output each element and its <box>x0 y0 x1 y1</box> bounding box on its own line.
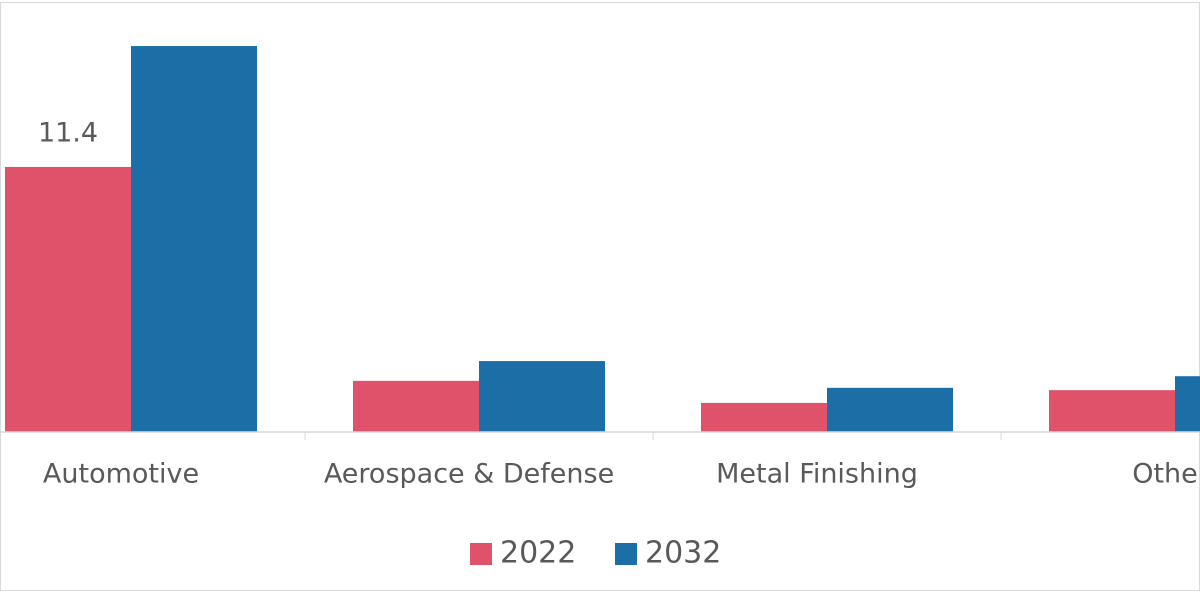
x-tick-label: Aerospace & Defense <box>324 459 614 490</box>
bar <box>353 380 479 432</box>
bar <box>5 166 131 432</box>
bar <box>701 402 827 432</box>
data-label: 11.4 <box>38 117 98 148</box>
bar <box>1175 376 1200 432</box>
x-tick-label: Automotive <box>43 459 199 490</box>
x-tick-label: Metal Finishing <box>716 459 918 490</box>
bar <box>1049 390 1175 432</box>
legend-label: 2022 <box>500 536 576 571</box>
bar <box>479 361 605 432</box>
bar <box>827 387 953 432</box>
legend-swatch <box>615 543 637 565</box>
legend-label: 2032 <box>645 536 721 571</box>
legend-swatch <box>470 543 492 565</box>
x-tick-label: Othe <box>1132 459 1198 490</box>
bar <box>131 46 257 433</box>
